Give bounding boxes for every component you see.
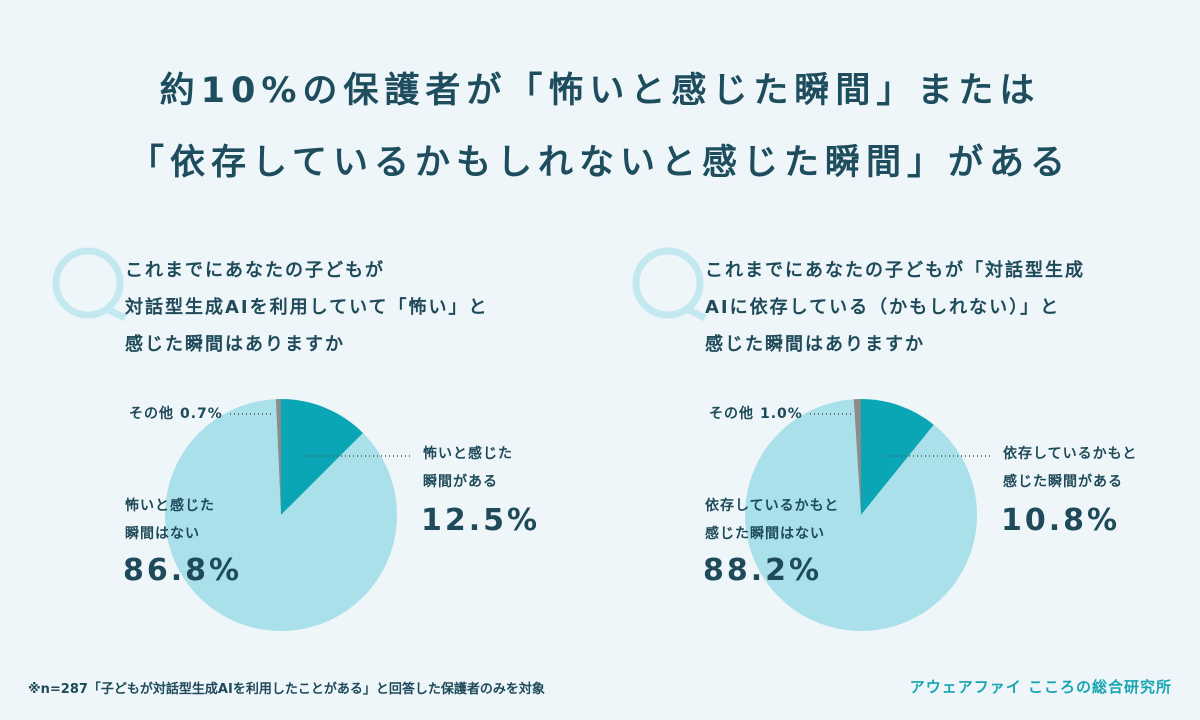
value-label: 88.2% (703, 553, 823, 588)
category-label: その他 (129, 406, 174, 422)
footnote: ※n=287「子どもが対話型生成AIを利用したことがある」と回答した保護者のみを… (28, 682, 545, 697)
pie-slice (275, 399, 281, 515)
pie-slice (281, 399, 364, 515)
value-label: 86.8% (123, 553, 243, 588)
value-label: 0.7% (180, 406, 223, 422)
category-label: その他 (709, 406, 754, 422)
pie-slice (853, 399, 861, 515)
pie-slice (861, 399, 934, 515)
pie-slice (165, 399, 397, 631)
category-label: 怖いと感じた 瞬間がある (423, 446, 513, 490)
value-label: 1.0% (760, 406, 803, 422)
question: これまでにあなたの子どもが 対話型生成AIを利用していて「怖い」と 感じた瞬間は… (125, 260, 489, 355)
category-label: 依存しているかもと 感じた瞬間がある (1003, 446, 1138, 490)
source: アウェアファイ こころの総合研究所 (909, 678, 1172, 696)
category-label: 怖いと感じた 瞬間はない (125, 498, 215, 542)
title-line: 「依存しているかもしれないと感じた瞬間」がある (129, 143, 1071, 183)
title-line: 約10%の保護者が「怖いと感じた瞬間」または (159, 71, 1041, 111)
value-label: 10.8% (1001, 503, 1121, 538)
q-icon (52, 247, 707, 322)
question: これまでにあなたの子どもが「対話型生成 AIに依存している（かもしれない）」と … (705, 260, 1085, 355)
value-label: 12.5% (421, 503, 541, 538)
pie-slice (745, 399, 978, 631)
category-label: 依存しているかもと 感じた瞬間はない (705, 498, 840, 542)
